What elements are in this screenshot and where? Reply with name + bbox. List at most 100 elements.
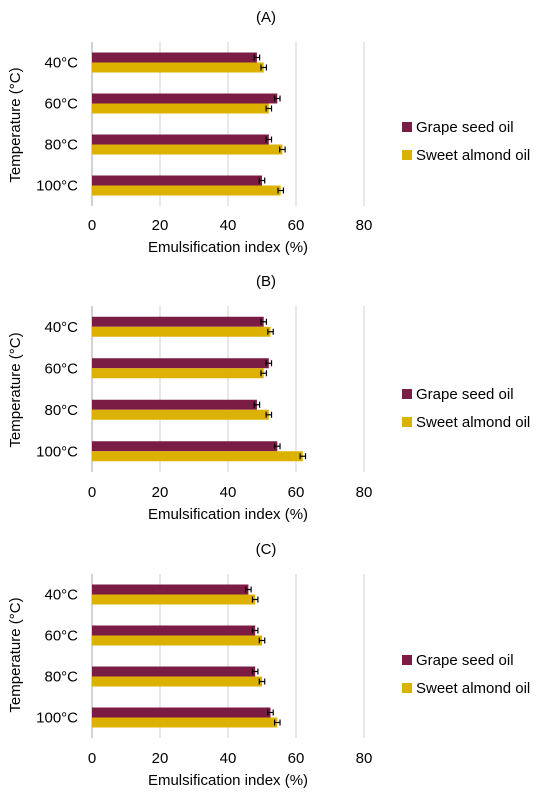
- error-bar: [253, 54, 261, 61]
- x-tick-label: 40: [220, 484, 237, 501]
- error-bar: [251, 627, 259, 634]
- y-tick-label: 60°C: [44, 360, 78, 377]
- error-bar: [258, 678, 266, 685]
- bar-grape-seed-oil: [92, 134, 269, 145]
- bar-sweet-almond-oil: [92, 144, 283, 155]
- bar-sweet-almond-oil: [92, 62, 264, 73]
- x-tick-label: 0: [88, 217, 96, 234]
- bar-sweet-almond-oil: [92, 676, 262, 687]
- bar-grape-seed-oil: [92, 399, 257, 410]
- bar-sweet-almond-oil: [92, 717, 278, 728]
- error-bar: [265, 136, 273, 143]
- bar-grape-seed-oil: [92, 316, 264, 327]
- error-bar: [265, 105, 273, 112]
- bar-grape-seed-oil: [92, 666, 256, 677]
- bar-grape-seed-oil: [92, 441, 278, 452]
- bar-grape-seed-oil: [92, 625, 256, 636]
- legend-label: Sweet almond oil: [416, 680, 530, 697]
- bar-sweet-almond-oil: [92, 368, 264, 379]
- bar-sweet-almond-oil: [92, 103, 269, 114]
- legend-swatch: [402, 655, 412, 665]
- error-bar: [299, 453, 307, 460]
- legend: Grape seed oil Sweet almond oil: [402, 119, 530, 164]
- legend-label: Sweet almond oil: [416, 414, 530, 431]
- y-tick-label: 100°C: [36, 710, 78, 727]
- bar-grape-seed-oil: [92, 707, 271, 718]
- legend: Grape seed oil Sweet almond oil: [402, 386, 530, 431]
- error-bar: [265, 411, 273, 418]
- bar-sweet-almond-oil: [92, 635, 262, 646]
- x-tick-label: 20: [152, 750, 169, 767]
- error-bar: [260, 318, 268, 325]
- x-tick-label: 0: [88, 750, 96, 767]
- legend-label: Grape seed oil: [416, 386, 514, 403]
- bar-sweet-almond-oil: [92, 326, 271, 337]
- legend-label: Sweet almond oil: [416, 147, 530, 164]
- x-axis-label: Emulsification index (%): [148, 239, 308, 256]
- error-bar: [273, 95, 281, 102]
- error-bar: [245, 586, 252, 593]
- x-tick-label: 0: [88, 484, 96, 501]
- x-tick-label: 60: [288, 484, 305, 501]
- y-tick-label: 80°C: [44, 137, 78, 154]
- error-bar: [258, 177, 266, 184]
- y-tick-label: 60°C: [44, 96, 78, 113]
- x-tick-label: 80: [356, 750, 373, 767]
- x-tick-label: 20: [152, 217, 169, 234]
- bar-sweet-almond-oil: [92, 451, 303, 462]
- error-bar: [273, 719, 281, 726]
- x-tick-label: 20: [152, 484, 169, 501]
- y-tick-label: 100°C: [36, 178, 78, 195]
- bar-grape-seed-oil: [92, 93, 278, 104]
- y-tick-label: 60°C: [44, 628, 78, 645]
- chart-panel-a: (A) 0 20 40 60 80 Emulsification index (%) Temp…: [7, 9, 530, 256]
- error-bar: [273, 443, 281, 450]
- chart-panel-b: (B) 0 20 40 60 80 Emulsification index (%) Temp…: [7, 273, 530, 523]
- x-tick-label: 80: [356, 217, 373, 234]
- error-bar: [279, 146, 286, 153]
- legend-swatch: [402, 122, 412, 132]
- bar-sweet-almond-oil: [92, 185, 281, 196]
- error-bar: [258, 637, 266, 644]
- y-tick-label: 100°C: [36, 443, 78, 460]
- error-bar: [253, 401, 261, 408]
- x-axis-label: Emulsification index (%): [148, 506, 308, 523]
- error-bar: [277, 187, 285, 194]
- x-tick-label: 60: [288, 750, 305, 767]
- chart-title: (C): [256, 541, 277, 558]
- error-bar: [267, 709, 274, 716]
- y-tick-label: 80°C: [44, 669, 78, 686]
- bar-grape-seed-oil: [92, 584, 249, 595]
- y-tick-label: 40°C: [44, 55, 78, 72]
- error-bar: [260, 64, 268, 71]
- x-tick-label: 80: [356, 484, 373, 501]
- error-bar: [260, 370, 268, 377]
- chart-title: (B): [256, 273, 276, 290]
- y-axis-label: Temperature (°C): [7, 332, 24, 447]
- x-tick-label: 60: [288, 217, 305, 234]
- error-bar: [251, 596, 259, 603]
- legend-label: Grape seed oil: [416, 652, 514, 669]
- x-axis-label: Emulsification index (%): [148, 772, 308, 789]
- error-bar: [265, 360, 273, 367]
- legend-swatch: [402, 683, 412, 693]
- y-axis-label: Temperature (°C): [7, 67, 24, 182]
- bar-grape-seed-oil: [92, 52, 257, 63]
- legend-swatch: [402, 417, 412, 427]
- error-bar: [267, 328, 274, 335]
- error-bar: [251, 668, 259, 675]
- y-tick-label: 80°C: [44, 402, 78, 419]
- legend-swatch: [402, 150, 412, 160]
- y-tick-label: 40°C: [44, 319, 78, 336]
- bar-grape-seed-oil: [92, 358, 269, 369]
- chart-title: (A): [256, 9, 276, 26]
- legend-label: Grape seed oil: [416, 119, 514, 136]
- y-tick-label: 40°C: [44, 587, 78, 604]
- y-axis-label: Temperature (°C): [7, 597, 24, 712]
- bar-grape-seed-oil: [92, 175, 262, 186]
- bar-sweet-almond-oil: [92, 594, 256, 605]
- x-tick-label: 40: [220, 217, 237, 234]
- legend: Grape seed oil Sweet almond oil: [402, 652, 530, 697]
